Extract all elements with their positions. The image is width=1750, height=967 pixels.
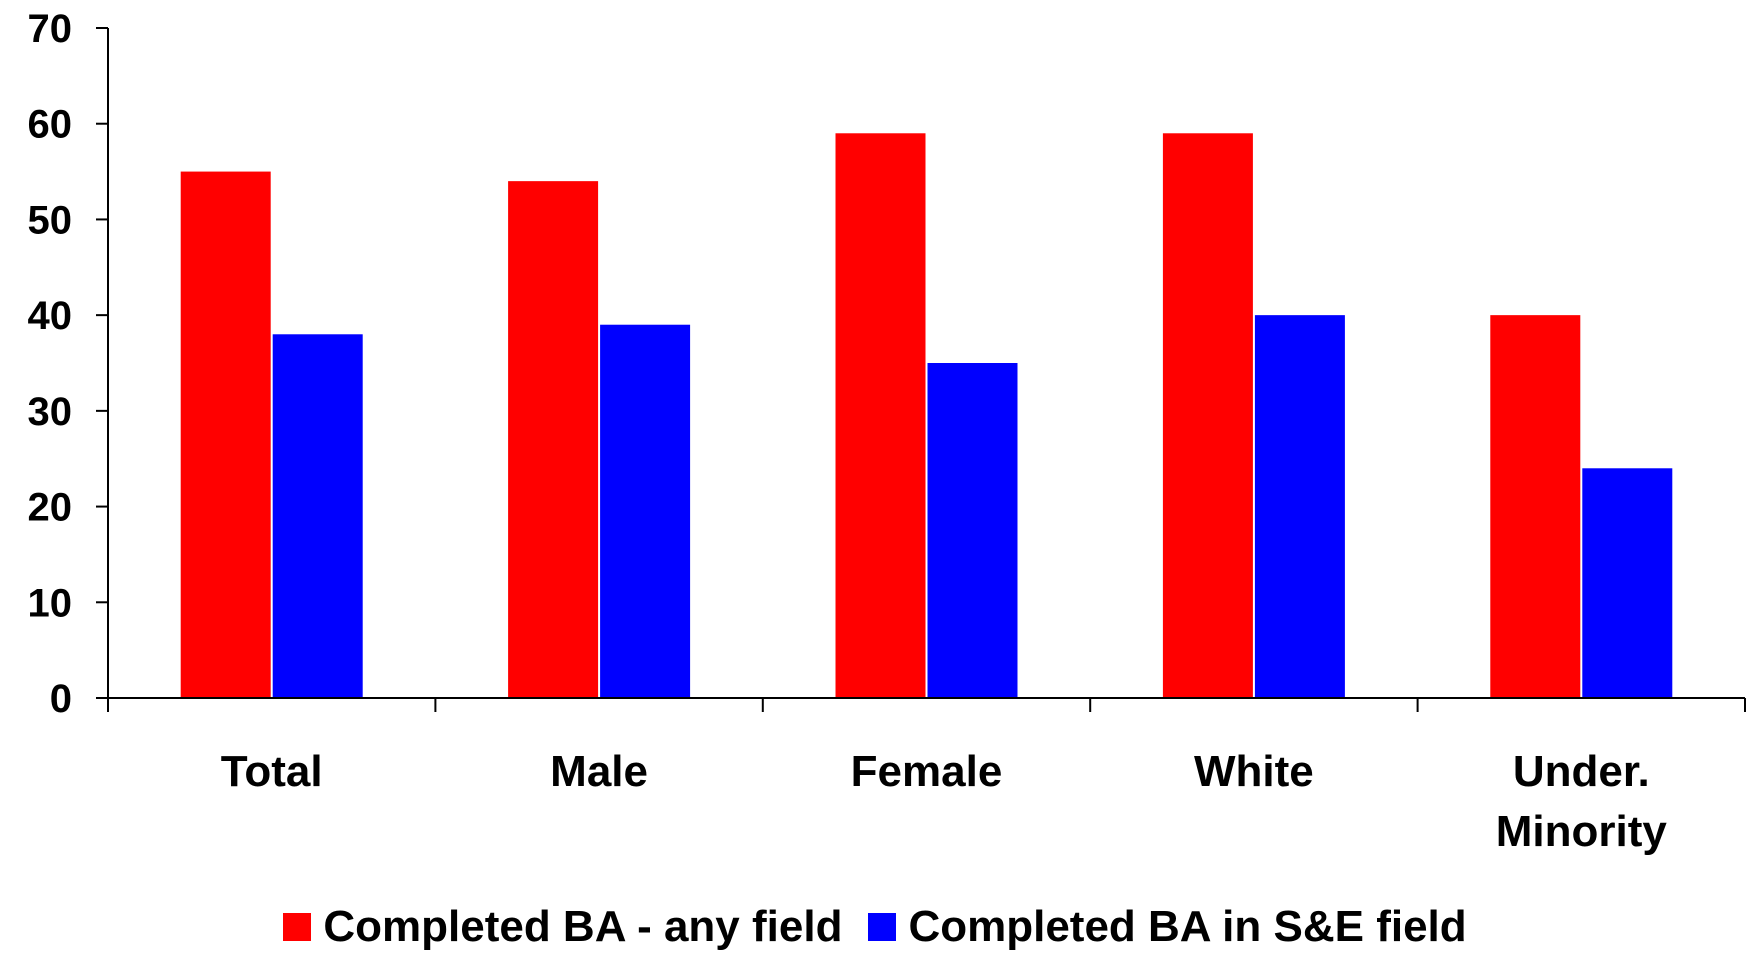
legend-item-any-field: Completed BA - any field (283, 905, 842, 949)
legend-label-any-field: Completed BA - any field (323, 902, 843, 951)
y-tick-label-1: 10 (28, 581, 73, 625)
y-tick-label-4: 40 (28, 294, 73, 338)
x-tick-label-2: Female (851, 747, 1003, 796)
bar-se-field-3 (1254, 315, 1345, 698)
legend-swatch-se-field (868, 913, 897, 941)
legend-item-se-field: Completed BA in S&E field (868, 902, 1467, 951)
bar-se-field-4 (1582, 468, 1673, 698)
legend-swatch-any-field (283, 913, 312, 941)
y-tick-label-0: 0 (50, 677, 72, 721)
chart-plot: 0 10 20 30 40 50 60 70 Total Male Female White Under… (28, 7, 1746, 856)
x-tick-label-3: White (1194, 747, 1314, 796)
y-tick-label-3: 30 (28, 390, 73, 434)
chart-legend: Completed BA - any field Completed BA in… (0, 905, 1750, 949)
x-tick-label-0: Total (221, 747, 323, 796)
x-tick-label-1: Male (550, 747, 648, 796)
bar-any-field-4 (1490, 315, 1581, 698)
x-tick-label-4-line-0: Under. (1513, 747, 1650, 796)
y-tick-label-7: 70 (28, 7, 73, 51)
bar-se-field-0 (272, 334, 363, 698)
y-tick-label-6: 60 (28, 103, 73, 147)
bar-any-field-1 (508, 181, 599, 699)
legend-label-se-field: Completed BA in S&E field (908, 902, 1467, 951)
y-tick-label-2: 20 (28, 486, 73, 530)
bar-any-field-2 (835, 133, 926, 699)
x-tick-label-4-line-1: Minority (1496, 807, 1668, 856)
bar-se-field-1 (600, 324, 691, 698)
bar-any-field-0 (180, 171, 271, 699)
bar-any-field-3 (1162, 133, 1253, 699)
y-tick-label-5: 50 (28, 198, 73, 242)
bar-se-field-2 (927, 363, 1018, 698)
